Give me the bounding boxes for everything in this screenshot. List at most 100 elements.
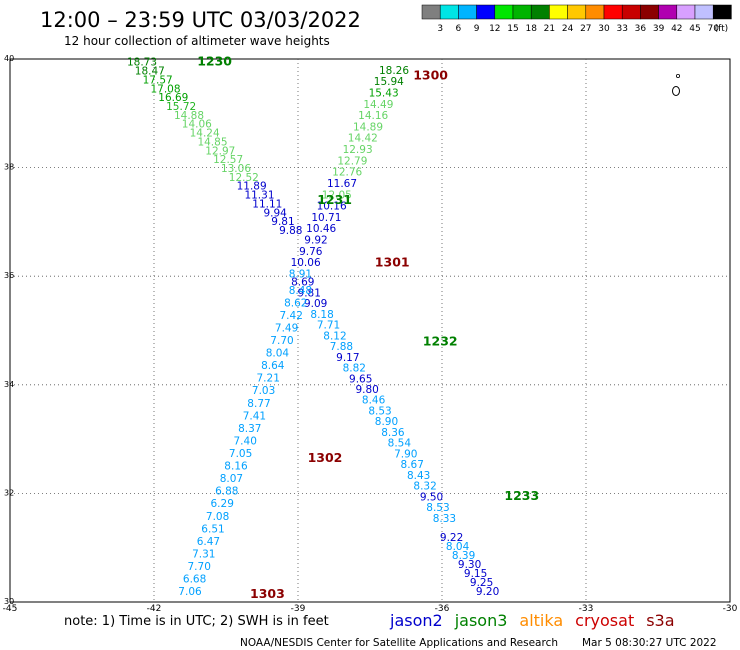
colorbar-swatch xyxy=(458,4,477,20)
wave-height-label: 8.64 xyxy=(261,360,285,372)
wave-height-label: 14.89 xyxy=(353,121,383,133)
legend-entry: cryosat xyxy=(575,611,634,630)
wave-height-label: 8.07 xyxy=(220,473,243,485)
y-tick-label: 40 xyxy=(4,54,14,63)
wave-height-label: 7.06 xyxy=(178,586,202,598)
wave-height-label: 8.69 xyxy=(291,277,314,289)
colorbar-swatch xyxy=(476,4,496,20)
wave-height-label: 6.51 xyxy=(201,523,224,535)
wave-height-label: 17.08 xyxy=(150,83,180,95)
colorbar-swatch xyxy=(530,4,550,20)
colorbar-swatch xyxy=(603,4,623,20)
wave-height-label: 9.22 xyxy=(440,532,463,544)
pass-time-labels: 1230 1300 1231 1301 1232 1302 1233 1303 xyxy=(197,54,539,601)
colorbar-label: 39 xyxy=(653,24,665,34)
wave-height-label: 8.04 xyxy=(446,541,470,553)
colorbar-swatch xyxy=(658,4,678,20)
wave-height-label: 8.46 xyxy=(362,395,386,407)
pass-time-label: 1233 xyxy=(504,488,539,503)
y-tick-label: 30 xyxy=(4,597,14,606)
x-tick-label: -33 xyxy=(579,604,594,614)
colorbar-label: 42 xyxy=(671,24,682,34)
wave-height-label: 12.52 xyxy=(229,172,259,184)
wave-height-label: 7.21 xyxy=(257,373,280,385)
wave-height-label: 8.32 xyxy=(413,481,436,493)
colorbar-label: 36 xyxy=(635,24,647,34)
wave-height-label: 14.42 xyxy=(348,133,378,145)
colorbar-swatch xyxy=(421,4,441,20)
wave-height-label: 15.72 xyxy=(166,101,196,113)
colorbar-swatch xyxy=(640,4,659,20)
island-shape-icon xyxy=(672,86,680,96)
wave-height-label: 11.89 xyxy=(237,181,267,193)
wave-height-label: 6.68 xyxy=(183,574,206,586)
legend-entry: altika xyxy=(519,611,563,630)
wave-height-label: 15.43 xyxy=(369,87,399,99)
wave-height-label: 18.26 xyxy=(379,65,409,77)
chart-title: 12:00 – 23:59 UTC 03/03/2022 xyxy=(40,8,361,32)
wave-height-label: 12.93 xyxy=(343,144,373,156)
pass-time-label: 1303 xyxy=(250,586,285,601)
footer-credit: NOAA/NESDIS Center for Satellite Applica… xyxy=(240,637,558,649)
wave-height-label: 15.94 xyxy=(374,76,404,88)
x-tick-label: -42 xyxy=(147,604,162,614)
wave-height-label: 9.88 xyxy=(279,225,302,237)
colorbar-label: 3 xyxy=(437,24,443,34)
colorbar-label: 15 xyxy=(507,24,518,34)
wave-height-label: 8.53 xyxy=(368,405,391,417)
wave-height-label: 7.08 xyxy=(206,511,229,523)
wave-height-label: 7.49 xyxy=(275,322,298,334)
wave-height-label: 8.91 xyxy=(289,268,312,280)
x-tick-label: -36 xyxy=(435,604,450,614)
wave-height-label: 7.70 xyxy=(188,561,211,573)
legend-entry: jason3 xyxy=(454,611,508,630)
wave-height-label: 9.94 xyxy=(263,207,287,219)
colorbar-swatch xyxy=(585,4,605,20)
wave-height-label: 12.05 xyxy=(322,189,352,201)
wave-height-label: 8.12 xyxy=(323,330,346,342)
colorbar-label: 45 xyxy=(689,24,700,34)
colorbar-swatch xyxy=(567,4,587,20)
wave-height-label: 6.47 xyxy=(197,536,220,548)
x-tick-label: -30 xyxy=(723,604,738,614)
colorbar-swatch xyxy=(439,4,459,20)
y-tick-label: 32 xyxy=(4,488,14,497)
chart-subtitle: 12 hour collection of altimeter wave hei… xyxy=(64,34,330,48)
wave-height-label: 11.67 xyxy=(327,178,357,190)
legend-entry: jason2 xyxy=(389,611,443,630)
wave-height-label: 7.70 xyxy=(270,335,293,347)
colorbar-swatch xyxy=(676,4,696,20)
wave-height-label: 10.16 xyxy=(317,201,347,213)
wave-height-tracks: 18.7318.4717.5717.0816.6915.7214.8814.06… xyxy=(127,57,499,598)
wave-height-label: 9.65 xyxy=(349,373,372,385)
wave-height-label: 7.41 xyxy=(243,410,266,422)
pass-time-label: 1230 xyxy=(197,54,232,69)
pass-time-label: 1300 xyxy=(413,67,448,82)
wave-height-label: 9.81 xyxy=(271,216,294,228)
wave-height-label: 8.39 xyxy=(452,550,475,562)
wave-height-label: 12.57 xyxy=(213,154,243,166)
legend-entry: s3a xyxy=(646,611,674,630)
wave-height-label: 18.73 xyxy=(127,57,157,69)
colorbar-swatch xyxy=(549,4,568,20)
wave-height-label: 9.81 xyxy=(298,287,321,299)
wave-height-label: 8.04 xyxy=(266,348,290,360)
wave-height-label: 14.24 xyxy=(190,128,220,140)
colorbar-label: 18 xyxy=(525,24,537,34)
wave-height-label: 8.77 xyxy=(247,398,270,410)
wave-height-label: 17.57 xyxy=(143,74,173,86)
wave-height-label: 8.67 xyxy=(401,459,424,471)
wave-height-label: 14.85 xyxy=(197,136,227,148)
y-tick-label: 34 xyxy=(4,380,14,389)
wave-height-label: 7.31 xyxy=(192,548,215,560)
island-marker xyxy=(672,74,681,96)
wave-height-label: 6.88 xyxy=(215,486,238,498)
wave-height-label: 10.06 xyxy=(291,257,321,269)
colorbar-label: 30 xyxy=(598,24,610,34)
wave-height-label: 9.92 xyxy=(304,235,327,247)
colorbar-unit: (ft) xyxy=(715,24,729,34)
footer-timestamp: Mar 5 08:30:27 UTC 2022 xyxy=(582,637,717,649)
wave-height-label: 14.06 xyxy=(182,119,212,131)
x-tick-label: -39 xyxy=(291,604,306,614)
